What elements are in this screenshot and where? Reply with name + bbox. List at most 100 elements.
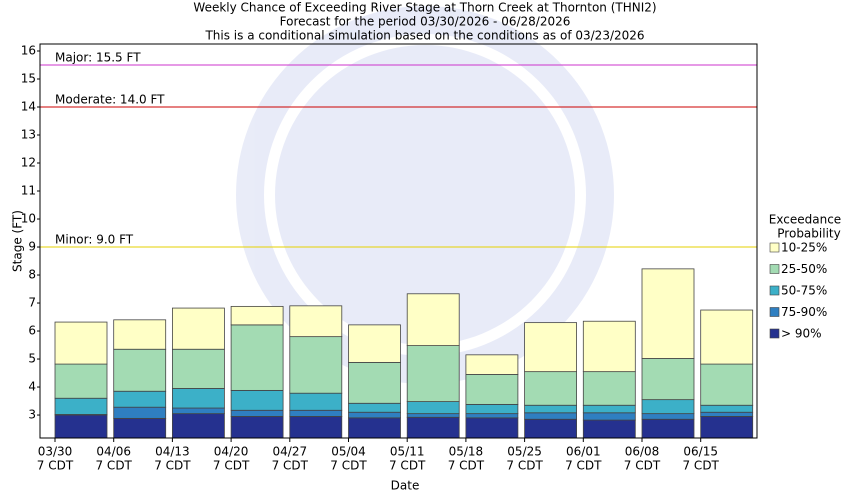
bar-segment [406,293,460,346]
chart-note: This is a conditional simulation based o… [204,29,644,43]
bar-segment [171,407,225,415]
y-tick-label: 7 [28,296,36,310]
bar-segment [524,404,577,414]
bar-segment [348,324,401,363]
x-tick-label: 05/18 [449,445,484,459]
legend-title: Exceedance [769,213,841,227]
bar-segment [641,358,695,401]
bar-segment [406,401,460,415]
legend-swatch [769,328,780,339]
bar-segment [171,307,225,350]
bar-segment [348,411,401,419]
x-tick-sublabel: 7 CDT [448,459,485,473]
bar-segment [700,363,754,406]
bar-segment [230,409,284,417]
x-tick-label: 05/25 [507,445,542,459]
x-tick-label: 06/08 [625,445,660,459]
bar-segment [582,404,636,414]
legend-swatch [769,242,780,253]
bar-segment [54,321,108,365]
legend-label: 25-50% [781,262,827,276]
x-tick-label: 03/30 [38,445,73,459]
x-tick-label: 04/06 [96,445,131,459]
x-tick-sublabel: 7 CDT [389,459,426,473]
bar-segment [113,406,167,419]
x-tick-label: 04/13 [155,445,190,459]
bar-segment [289,409,343,417]
bar-segment [465,374,519,405]
bar-segment [700,404,754,413]
x-tick-sublabel: 7 CDT [330,459,367,473]
bar-segment [54,397,108,415]
x-axis-label: Date [391,479,420,493]
x-tick-sublabel: 7 CDT [154,459,191,473]
bar-segment [524,371,577,406]
bar-segment [113,390,167,408]
bar-segment [641,268,695,359]
x-tick-label: 06/15 [683,445,718,459]
legend-label: 50-75% [781,284,827,298]
x-tick-sublabel: 7 CDT [506,459,543,473]
y-tick-label: 8 [28,268,36,282]
bar-segment [406,345,460,402]
chart-title: Weekly Chance of Exceeding River Stage a… [193,1,656,15]
bar-segment [641,399,695,415]
bar-segment [700,416,754,439]
bar-segment [348,361,401,404]
bar-segment [465,417,519,439]
bar-segment [289,305,343,338]
y-tick-label: 3 [28,408,36,422]
bar-segment [289,392,343,411]
threshold-label: Major: 15.5 FT [55,51,141,65]
bar-segment [582,419,636,439]
bar-segment [582,412,636,421]
x-tick-sublabel: 7 CDT [565,459,602,473]
bar-segment [700,411,754,417]
x-tick-label: 04/27 [273,445,308,459]
bar-segment [113,348,167,392]
x-tick-sublabel: 7 CDT [213,459,250,473]
bar-segment [700,309,754,365]
bar-segment [289,336,343,394]
bar-segment [171,413,225,439]
bar-segment [582,320,636,373]
y-tick-label: 15 [21,72,36,86]
bar-segment [524,412,577,420]
y-tick-label: 16 [21,44,36,58]
threshold-label: Moderate: 14.0 FT [55,93,165,107]
bar-segment [465,413,519,419]
x-tick-label: 05/11 [390,445,425,459]
plot-frame [39,43,758,439]
y-tick-label: 14 [21,100,36,114]
bar-segment [641,413,695,420]
legend-swatch [769,307,780,317]
legend-label: 75-90% [781,305,827,319]
bar-segment [171,388,225,409]
y-tick-label: 5 [28,352,36,366]
x-tick-sublabel: 7 CDT [37,459,74,473]
bar-segment [465,403,519,415]
bar-segment [289,416,343,439]
x-tick-label: 06/01 [566,445,601,459]
legend-label: > 90% [781,327,822,341]
x-tick-sublabel: 7 CDT [624,459,661,473]
x-tick-sublabel: 7 CDT [95,459,132,473]
threshold-label: Minor: 9.0 FT [55,233,134,247]
y-tick-label: 4 [28,380,36,394]
y-tick-label: 11 [21,184,36,198]
y-tick-label: 12 [21,156,36,170]
bar-segment [406,416,460,439]
bar-segment [230,324,284,391]
bar-segment [641,418,695,439]
y-axis-label: Stage (FT) [11,210,25,272]
bar-segment [582,371,636,406]
bar-segment [406,413,460,418]
bar-segment [54,414,108,439]
bar-segment [230,305,284,326]
y-tick-label: 13 [21,128,36,142]
y-tick-label: 10 [21,212,36,226]
bar-segment [113,319,167,350]
bar-segment [230,389,284,411]
bar-segment [113,417,167,439]
x-tick-sublabel: 7 CDT [272,459,309,473]
